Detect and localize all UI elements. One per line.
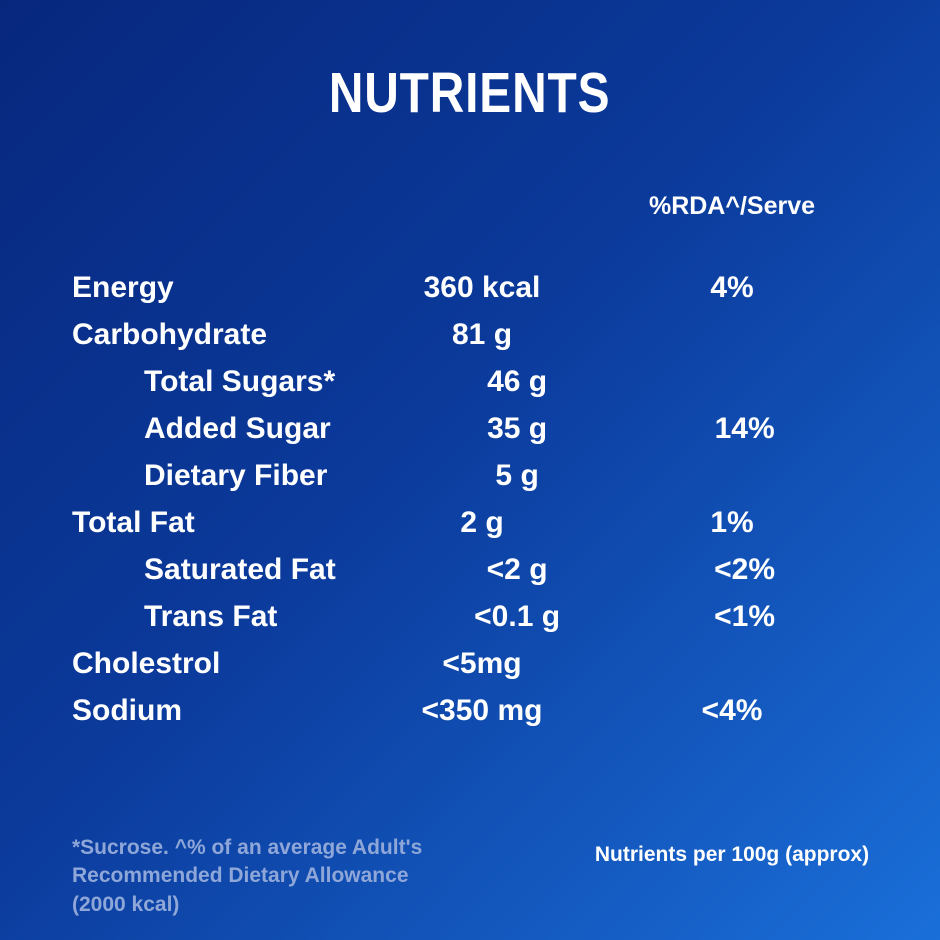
nutrient-name: Total Fat (72, 505, 195, 539)
nutrient-name: Energy (72, 270, 174, 304)
nutrient-rda: <2% (714, 552, 776, 586)
nutrient-name: Total Sugars* (144, 364, 336, 398)
table-row: Sodium <350 mg <4% (72, 687, 872, 734)
nutrient-rda: 14% (714, 411, 775, 445)
rda-column-header: %RDA^/Serve (648, 191, 816, 220)
nutrient-amount: <350 mg (421, 693, 543, 727)
nutrient-amount: 360 kcal (423, 270, 541, 304)
table-row: Dietary Fiber 5 g (72, 452, 872, 499)
table-row: Added Sugar 35 g 14% (72, 405, 872, 452)
nutrient-amount: 81 g (451, 317, 513, 351)
table-row: Saturated Fat <2 g <2% (72, 546, 872, 593)
nutrient-name: Dietary Fiber (144, 458, 328, 492)
nutrient-amount: <2 g (486, 552, 548, 586)
nutrient-rda: 1% (710, 505, 754, 539)
nutrient-rda: <4% (701, 693, 763, 727)
nutrient-rda: 4% (710, 270, 754, 304)
sucrose-rda-footnote: *Sucrose. ^% of an average Adult's Recom… (72, 836, 423, 916)
table-row: Total Fat 2 g 1% (72, 499, 872, 546)
per-100g-note: Nutrients per 100g (approx) (594, 843, 870, 866)
table-header-row: %RDA^/Serve (72, 190, 872, 222)
table-row: Total Sugars* 46 g (72, 358, 872, 405)
nutrient-amount: <0.1 g (474, 599, 561, 633)
nutrient-name: Sodium (72, 693, 182, 727)
page-title-text: NUTRIENTS (329, 61, 611, 125)
table-row: Trans Fat <0.1 g <1% (72, 593, 872, 640)
table-row: Carbohydrate 81 g (72, 311, 872, 358)
nutrient-name: Cholestrol (72, 646, 221, 680)
table-row: Cholestrol <5mg (72, 640, 872, 687)
page-title: NUTRIENTS (0, 60, 940, 126)
nutrient-name: Added Sugar (144, 411, 331, 445)
nutrient-name: Saturated Fat (144, 552, 336, 586)
table-row: Energy 360 kcal 4% (72, 264, 872, 311)
nutrient-amount: 5 g (495, 458, 539, 492)
nutrient-amount: 2 g (460, 505, 504, 539)
nutrients-table: %RDA^/Serve Energy 360 kcal 4% Carbohydr… (72, 190, 872, 734)
nutrient-amount: 46 g (487, 364, 548, 398)
nutrient-rda: <1% (714, 599, 776, 633)
nutrient-amount: 35 g (487, 411, 548, 445)
nutrient-name: Carbohydrate (72, 317, 268, 351)
nutrient-amount: <5mg (442, 646, 522, 680)
nutrient-name: Trans Fat (144, 599, 278, 633)
